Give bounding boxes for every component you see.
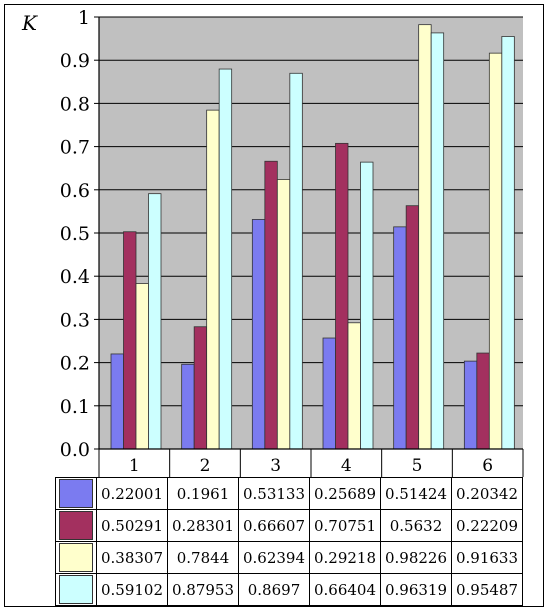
- y-tick-label: 0.6: [60, 180, 90, 202]
- table-cell: 0.91633: [451, 541, 523, 574]
- bar: [264, 160, 278, 450]
- table-cell: 0.8697: [238, 573, 310, 606]
- legend-key-cell: [55, 477, 97, 510]
- category-label: 1: [129, 456, 140, 476]
- y-tick-label: 0.2: [60, 353, 90, 375]
- table-cell: 0.51424: [380, 477, 452, 510]
- table-cell: 0.22209: [451, 509, 523, 542]
- table-row: 0.59102 0.87953 0.8697 0.66404 0.96319 0.9548…: [55, 573, 523, 606]
- bar: [476, 352, 490, 450]
- table-cell: 0.5632: [380, 509, 452, 542]
- table-row: 0.50291 0.28301 0.66607 0.70751 0.5632 0.2220…: [55, 509, 523, 542]
- legend-swatch: [59, 511, 93, 540]
- table-cell: 0.95487: [451, 573, 523, 606]
- table-cell: 0.38307: [96, 541, 168, 574]
- table-cell: 0.59102: [96, 573, 168, 606]
- legend-swatch: [59, 479, 93, 508]
- table-cell: 0.66607: [238, 509, 310, 542]
- category-label: 3: [270, 456, 281, 476]
- legend-key-cell: [55, 573, 97, 606]
- category-label: 4: [341, 456, 352, 476]
- bar: [501, 36, 515, 450]
- legend-key-cell: [55, 541, 97, 574]
- table-cell: 0.53133: [238, 477, 310, 510]
- bar: [463, 360, 478, 450]
- category-label: 6: [482, 456, 493, 476]
- bar: [135, 283, 149, 450]
- y-tick-label: 0.9: [60, 50, 90, 72]
- table-cell: 0.1961: [167, 477, 239, 510]
- table-row: 0.38307 0.7844 0.62394 0.29218 0.98226 0.9163…: [55, 541, 523, 574]
- bar: [276, 179, 291, 450]
- bar: [181, 363, 195, 450]
- bar: [405, 205, 420, 450]
- category-label: 5: [412, 456, 423, 476]
- table-cell: 0.66404: [309, 573, 381, 606]
- legend-swatch: [59, 575, 93, 604]
- table-cell: 0.70751: [309, 509, 381, 542]
- y-axis-label: K: [21, 11, 38, 35]
- table-cell: 0.25689: [309, 477, 381, 510]
- table-cell: 0.28301: [167, 509, 239, 542]
- table-cell: 0.50291: [96, 509, 168, 542]
- y-tick-label: 0.1: [60, 396, 90, 418]
- table-cell: 0.22001: [96, 477, 168, 510]
- table-row: 0.22001 0.1961 0.53133 0.25689 0.51424 0.2034…: [55, 477, 523, 510]
- bar: [347, 322, 361, 450]
- y-tick-label: 0.0: [60, 439, 90, 461]
- y-tick-label: 1: [78, 7, 90, 29]
- bar: [322, 337, 336, 450]
- y-tick-label: 0.3: [60, 309, 90, 331]
- category-label: 2: [200, 456, 211, 476]
- data-table: 0.22001 0.1961 0.53133 0.25689 0.51424 0.2034…: [55, 477, 523, 606]
- bar: [393, 226, 407, 450]
- y-tick-label: 0.4: [60, 266, 90, 288]
- bar: [110, 353, 124, 450]
- table-cell: 0.98226: [380, 541, 452, 574]
- bar: [123, 231, 137, 450]
- y-tick-label: 0.8: [60, 93, 90, 115]
- legend-swatch: [59, 543, 93, 572]
- bar: [218, 68, 233, 450]
- table-cell: 0.87953: [167, 573, 239, 606]
- y-tick-label: 0.5: [60, 223, 90, 245]
- table-cell: 0.7844: [167, 541, 239, 574]
- bar: [148, 193, 162, 450]
- bar: [193, 326, 208, 450]
- bar: [430, 32, 445, 450]
- bar: [251, 219, 266, 450]
- table-cell: 0.62394: [238, 541, 310, 574]
- legend-key-cell: [55, 509, 97, 542]
- table-cell: 0.29218: [309, 541, 381, 574]
- bar: [418, 24, 432, 450]
- bar: [289, 72, 303, 450]
- bar: [335, 142, 349, 450]
- bar: [488, 52, 503, 450]
- bar: [206, 109, 220, 450]
- table-cell: 0.20342: [451, 477, 523, 510]
- y-tick-label: 0.7: [60, 137, 90, 159]
- bar: [360, 161, 374, 450]
- table-cell: 0.96319: [380, 573, 452, 606]
